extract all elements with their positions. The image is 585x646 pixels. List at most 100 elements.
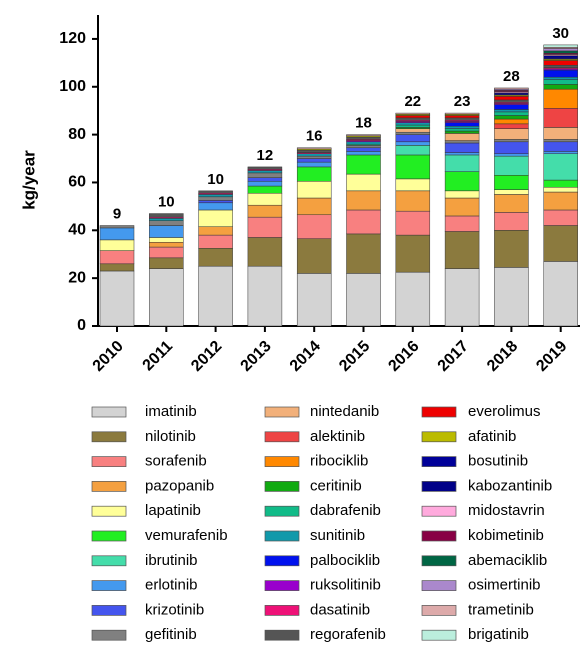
legend-swatch [421, 629, 457, 641]
legend-swatch [421, 431, 457, 443]
x-tick-label: 2011 [140, 338, 177, 375]
x-tick-label: 2012 [188, 338, 225, 375]
bar-segment [543, 44, 578, 48]
legend-label: everolimus [468, 403, 541, 420]
bar-annotation: 28 [503, 68, 520, 85]
legend-swatch [421, 530, 457, 542]
y-axis-label: kg/year [19, 150, 38, 210]
bar-annotation: 18 [355, 115, 372, 132]
bar-segment [247, 181, 283, 187]
x-tick-label: 2013 [238, 338, 275, 375]
bar-segment [198, 226, 233, 236]
bar-segment [543, 55, 578, 59]
bar-segment [494, 175, 529, 190]
bar-segment [494, 153, 529, 157]
bar-segment [99, 263, 135, 272]
legend-swatch [264, 505, 300, 517]
bar-segment [543, 179, 578, 188]
legend-swatch [91, 456, 127, 467]
bar-segment [543, 79, 578, 85]
y-tick-label: 100 [59, 78, 86, 95]
bar-segment [494, 115, 529, 120]
bar-segment [543, 69, 578, 78]
legend-swatch [91, 530, 127, 542]
legend-label: lapatinib [145, 502, 201, 519]
bar-segment [296, 166, 332, 182]
bar-annotation: 12 [257, 147, 274, 164]
bar-segment [198, 265, 233, 327]
bar-segment [444, 154, 480, 172]
bar-segment [543, 64, 578, 68]
bar-segment [149, 220, 184, 226]
bar-segment [346, 209, 381, 235]
bar-segment [395, 112, 431, 115]
bar-segment [543, 209, 578, 226]
legend-label: nintedanib [310, 403, 379, 420]
bar-segment [543, 108, 578, 128]
bar-annotation: 10 [158, 194, 175, 211]
x-tick-label: 2019 [533, 338, 570, 375]
x-tick-label: 2018 [484, 338, 521, 375]
bar-segment [543, 48, 578, 52]
bar-segment [296, 273, 332, 327]
bar-segment [247, 170, 283, 174]
legend-label: krizotinib [145, 601, 204, 618]
bar-segment [99, 250, 135, 265]
bar-segment [149, 213, 184, 218]
bar-segment [543, 88, 578, 109]
bar-segment [247, 166, 283, 170]
bar-segment [494, 111, 529, 116]
bar-segment [99, 227, 135, 241]
y-tick-label: 120 [59, 30, 86, 47]
bar-segment [346, 147, 381, 152]
bar-segment [494, 96, 529, 101]
legend-label: afatinib [468, 428, 516, 445]
legend-swatch [91, 481, 127, 492]
bar-segment [395, 141, 431, 146]
bar-segment [247, 216, 283, 238]
bar-segment [395, 124, 431, 128]
bar-segment [346, 134, 381, 137]
legend-label: sorafenib [145, 453, 207, 470]
x-tick-label: 2017 [435, 338, 472, 375]
bar-segment [346, 233, 381, 274]
bar-segment [543, 225, 578, 262]
bar-segment [149, 225, 184, 238]
bar-segment [198, 194, 233, 198]
bar-segment [444, 122, 480, 127]
bar-segment [149, 237, 184, 243]
bar-annotation: 10 [207, 171, 224, 188]
legend-swatch [91, 555, 127, 567]
legend-swatch [421, 605, 457, 616]
bar-segment [444, 231, 480, 269]
bar-annotation: 23 [454, 93, 471, 110]
bar-segment [444, 190, 480, 199]
bar-segment [296, 161, 332, 168]
bar-segment [149, 268, 184, 327]
legend-swatch [421, 406, 457, 418]
bar-segment [543, 151, 578, 155]
bar-segment [247, 192, 283, 206]
legend-swatch [91, 605, 127, 616]
y-tick-label: 40 [68, 222, 86, 239]
bar-segment [346, 136, 381, 140]
bar-segment [395, 145, 431, 156]
bar-segment [247, 204, 283, 218]
legend-swatch [91, 629, 127, 641]
bar-segment [296, 238, 332, 274]
bar-segment [296, 153, 332, 157]
bar-segment [494, 87, 529, 90]
bar-segment [395, 190, 431, 212]
bar-segment [494, 141, 529, 155]
bar-segment [395, 117, 431, 121]
legend-swatch [264, 555, 300, 567]
bar-segment [444, 140, 480, 144]
bar-segment [247, 177, 283, 182]
bar-segment [494, 267, 529, 327]
legend-label: sunitinib [310, 527, 365, 544]
bar-segment [444, 125, 480, 129]
bar-segment [198, 209, 233, 227]
bar-segment [444, 197, 480, 217]
bar-annotation: 30 [552, 25, 569, 42]
